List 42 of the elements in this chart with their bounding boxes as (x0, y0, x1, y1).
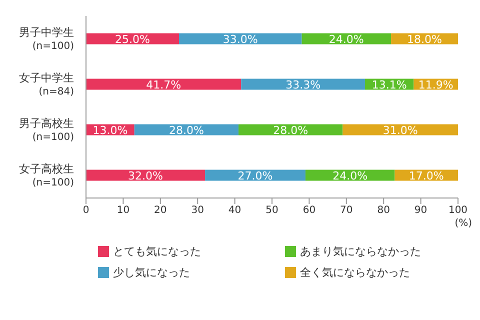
y-tick-label: 男子中学生 (n=100) (19, 26, 74, 52)
data-label: 32.0% (128, 169, 163, 182)
x-tick-label: 90 (414, 205, 428, 216)
data-label: 28.0% (168, 124, 204, 137)
x-tick-label: 50 (266, 205, 278, 216)
x-tick-label: 0 (82, 205, 90, 216)
legend-label: あまり気にならなかった (300, 244, 421, 259)
data-label: 11.9% (418, 78, 454, 92)
legend-label: 全く気にならなかった (300, 265, 410, 280)
data-label: 13.1% (372, 78, 407, 92)
data-label: 33.3% (286, 78, 321, 92)
y-tick-label: 男子高校生 (n=100) (19, 116, 74, 143)
x-tick-label: 40 (228, 205, 242, 216)
data-label: 31.0% (382, 124, 418, 137)
x-tick-label: 70 (340, 205, 353, 216)
bar (86, 78, 242, 90)
data-label: 13.0% (92, 124, 128, 137)
data-label: 24.0% (328, 32, 364, 46)
x-axis-title: (%) (454, 218, 472, 229)
data-label: 17.0% (408, 169, 444, 182)
data-label: 18.0% (407, 32, 442, 46)
x-tick-label: 10 (116, 205, 130, 216)
y-tick-label: 女子中学生 (n=84) (19, 71, 74, 98)
x-tick-label: 30 (191, 205, 204, 216)
bar (179, 33, 302, 44)
y-tick-label: 女子高校生 (n=100) (19, 162, 74, 188)
data-label: 27.0% (238, 169, 273, 182)
x-tick-label: 80 (377, 205, 390, 216)
x-tick-label: 60 (302, 205, 316, 216)
legend-label: とても気になった (113, 244, 201, 259)
data-label: 33.0% (222, 32, 258, 46)
x-tick-label: 100 (448, 205, 468, 216)
data-label: 28.0% (273, 124, 308, 137)
bar (241, 78, 365, 90)
data-label: 41.7% (146, 78, 182, 92)
bar (342, 124, 458, 136)
bar (205, 170, 306, 181)
x-tick-label: 20 (154, 205, 167, 216)
data-label: 25.0% (115, 32, 150, 46)
bar (86, 170, 206, 181)
data-label: 24.0% (332, 169, 368, 182)
legend-label: 少し気になった (113, 265, 190, 280)
